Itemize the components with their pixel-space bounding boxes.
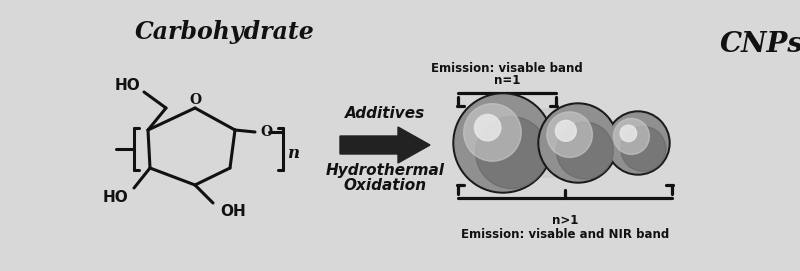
Ellipse shape <box>606 111 670 175</box>
Ellipse shape <box>476 117 548 189</box>
Text: Oxidation: Oxidation <box>343 178 426 192</box>
Ellipse shape <box>455 95 551 191</box>
Ellipse shape <box>555 120 576 141</box>
Text: n: n <box>287 146 299 163</box>
Ellipse shape <box>608 113 668 173</box>
Text: OH: OH <box>220 204 246 218</box>
Ellipse shape <box>514 109 582 177</box>
Ellipse shape <box>474 114 501 141</box>
Text: CNPs: CNPs <box>720 31 800 59</box>
Text: Additives: Additives <box>345 105 425 121</box>
Text: HO: HO <box>115 79 141 93</box>
Ellipse shape <box>538 103 618 183</box>
Ellipse shape <box>556 122 614 179</box>
FancyArrow shape <box>340 127 430 163</box>
Ellipse shape <box>620 125 637 142</box>
Text: Emission: visable and NIR band: Emission: visable and NIR band <box>461 227 669 240</box>
Text: HO: HO <box>102 191 128 205</box>
Text: Carbohydrate: Carbohydrate <box>135 20 315 44</box>
Text: n=1: n=1 <box>494 73 520 86</box>
Ellipse shape <box>547 112 593 157</box>
Ellipse shape <box>621 127 666 172</box>
Text: Emission: visable band: Emission: visable band <box>431 62 583 75</box>
Text: O: O <box>260 125 272 139</box>
Ellipse shape <box>614 118 650 154</box>
Ellipse shape <box>540 105 616 181</box>
Ellipse shape <box>453 93 553 193</box>
Text: Hydrothermal: Hydrothermal <box>326 163 445 178</box>
Text: n>1: n>1 <box>552 214 578 227</box>
Text: O: O <box>189 93 201 107</box>
Ellipse shape <box>464 104 522 161</box>
